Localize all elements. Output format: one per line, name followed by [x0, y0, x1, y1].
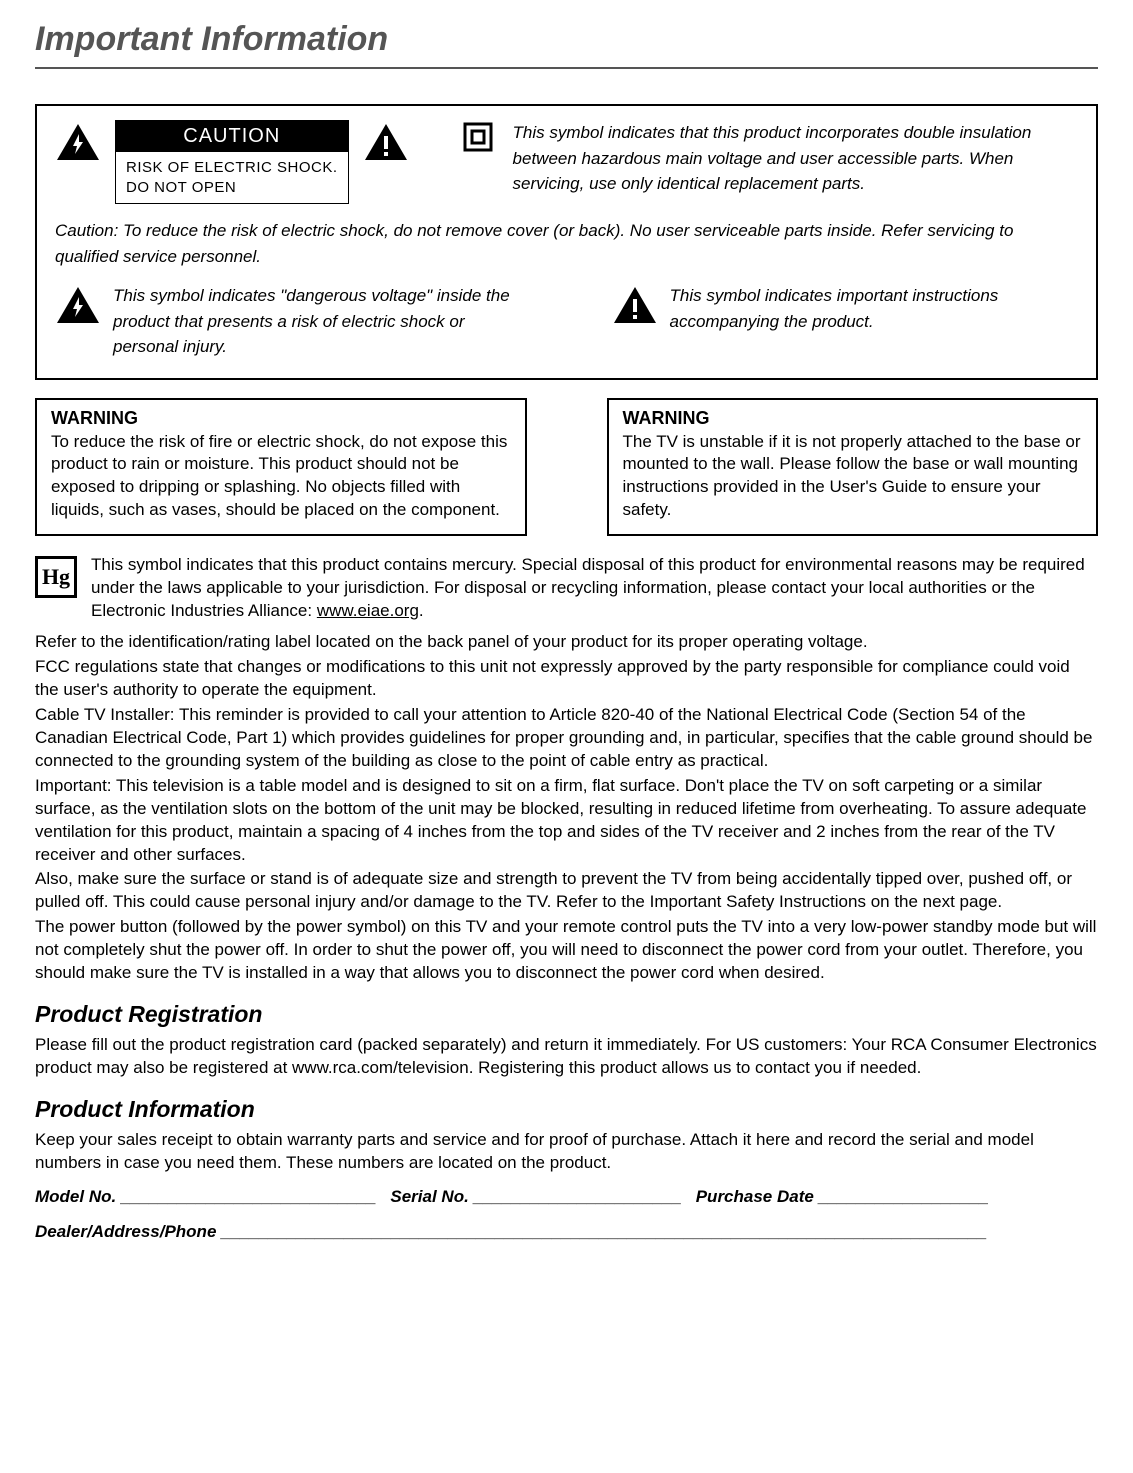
body-p2: FCC regulations state that changes or mo…	[35, 656, 1098, 702]
page-title: Important Information	[35, 20, 1098, 69]
warning-box-moisture: WARNING To reduce the risk of fire or el…	[35, 398, 527, 537]
lightning-triangle-icon	[55, 122, 101, 162]
mercury-icon: Hg	[35, 556, 77, 598]
mercury-text-body: This symbol indicates that this product …	[91, 555, 1085, 620]
fields-line-2: Dealer/Address/Phone ___________________…	[35, 1218, 1098, 1245]
exclamation-symbol-text: This symbol indicates important instruct…	[670, 283, 1079, 334]
model-field: Model No. ___________________________	[35, 1187, 376, 1206]
caution-header: CAUTION	[116, 121, 348, 152]
info-body: Keep your sales receipt to obtain warran…	[35, 1129, 1098, 1175]
fields-line-1: Model No. ___________________________ Se…	[35, 1183, 1098, 1210]
serial-field: Serial No. ______________________	[390, 1187, 681, 1206]
exclamation-triangle-icon	[363, 122, 409, 162]
caution-box: CAUTION RISK OF ELECTRIC SHOCK. DO NOT O…	[35, 104, 1098, 380]
body-p3: Cable TV Installer: This reminder is pro…	[35, 704, 1098, 773]
body-p1: Refer to the identification/rating label…	[35, 631, 1098, 654]
warning-body: The TV is unstable if it is not properly…	[623, 431, 1083, 523]
warning-body: To reduce the risk of fire or electric s…	[51, 431, 511, 523]
body-p6: The power button (followed by the power …	[35, 916, 1098, 985]
caution-mid-text: Caution: To reduce the risk of electric …	[55, 218, 1078, 269]
exclamation-symbol-item: This symbol indicates important instruct…	[612, 283, 1079, 360]
mercury-row: Hg This symbol indicates that this produ…	[35, 554, 1098, 623]
mercury-text: This symbol indicates that this product …	[91, 554, 1098, 623]
body-p4: Important: This television is a table mo…	[35, 775, 1098, 867]
caution-label-block: CAUTION RISK OF ELECTRIC SHOCK. DO NOT O…	[115, 120, 349, 204]
warning-title: WARNING	[623, 408, 1083, 429]
exclamation-triangle-icon	[612, 285, 658, 325]
caution-subtext: RISK OF ELECTRIC SHOCK. DO NOT OPEN	[116, 152, 348, 203]
warning-box-mounting: WARNING The TV is unstable if it is not …	[607, 398, 1099, 537]
dealer-field: Dealer/Address/Phone ___________________…	[35, 1222, 987, 1241]
double-insulation-icon	[463, 122, 493, 152]
purchase-field: Purchase Date __________________	[696, 1187, 989, 1206]
lightning-symbol-text: This symbol indicates "dangerous voltage…	[113, 283, 522, 360]
registration-body: Please fill out the product registration…	[35, 1034, 1098, 1080]
info-heading: Product Information	[35, 1096, 1098, 1123]
body-p5: Also, make sure the surface or stand is …	[35, 868, 1098, 914]
lightning-triangle-icon	[55, 285, 101, 325]
registration-heading: Product Registration	[35, 1001, 1098, 1028]
lightning-symbol-item: This symbol indicates "dangerous voltage…	[55, 283, 522, 360]
mercury-link: www.eiae.org	[317, 601, 419, 620]
double-insulation-text: This symbol indicates that this product …	[513, 120, 1078, 197]
warning-title: WARNING	[51, 408, 511, 429]
